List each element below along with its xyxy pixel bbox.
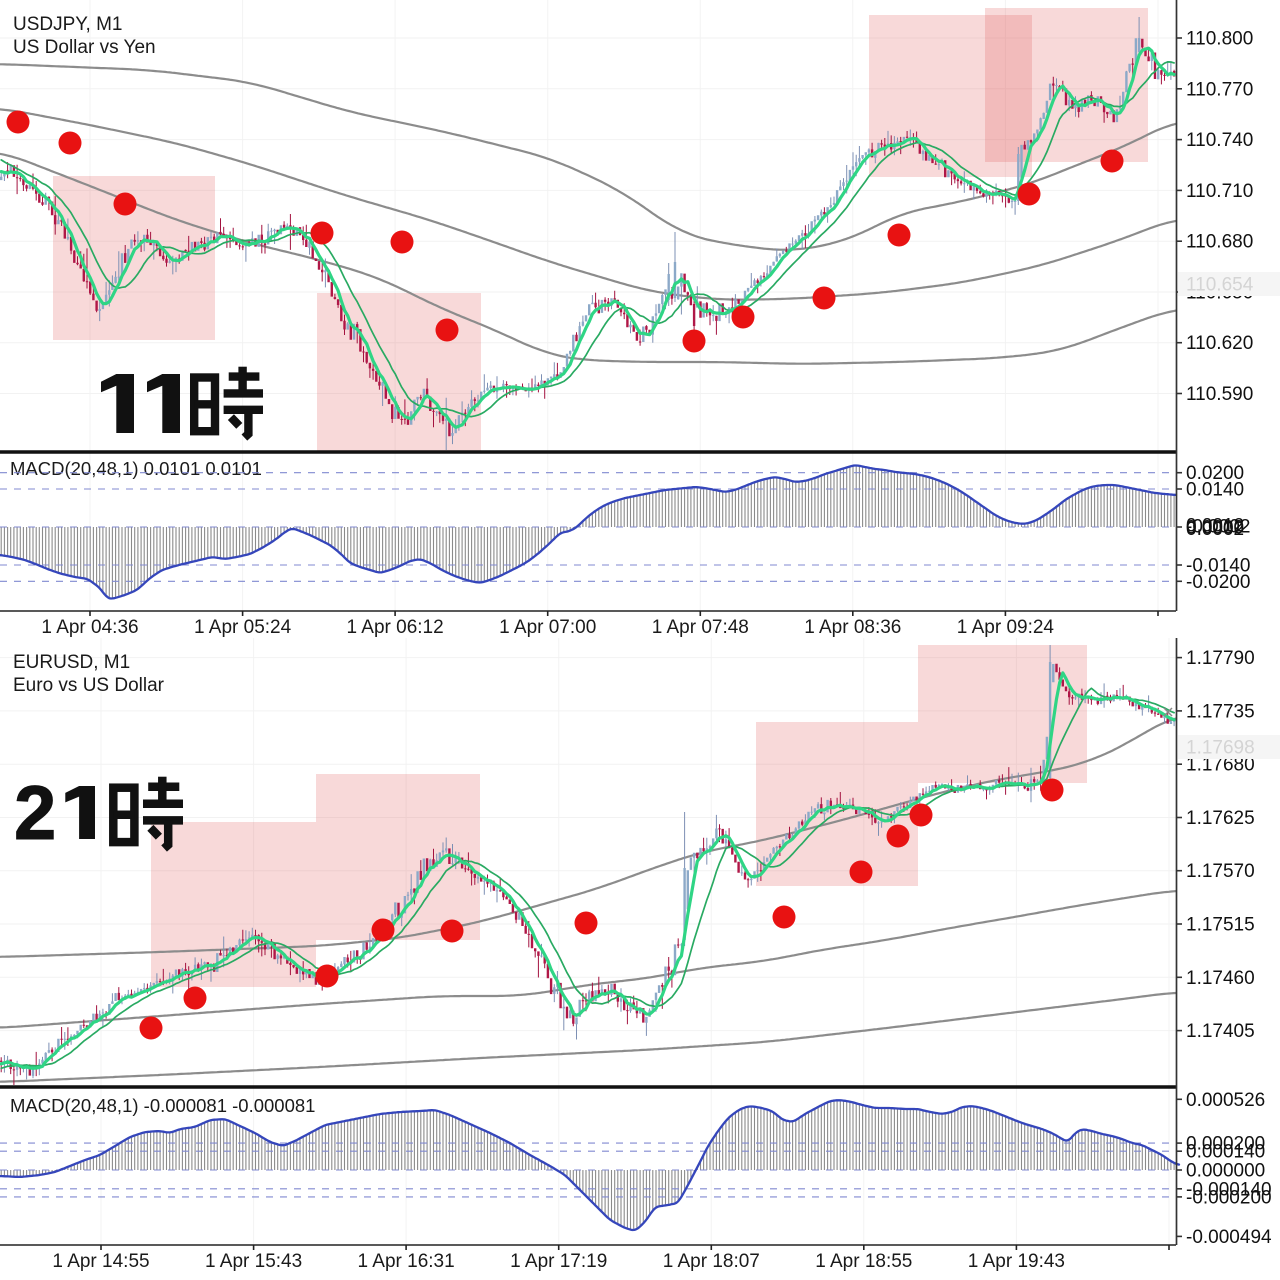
svg-text:MACD(20,48,1) 0.0101 0.0101: MACD(20,48,1) 0.0101 0.0101 — [10, 458, 262, 479]
svg-text:1 Apr 15:43: 1 Apr 15:43 — [205, 1251, 302, 1272]
svg-text:-0.0002: -0.0002 — [1186, 517, 1250, 538]
svg-text:0.0012: 0.0012 — [1186, 516, 1244, 537]
svg-text:1 Apr 05:24: 1 Apr 05:24 — [194, 617, 292, 638]
svg-text:1 Apr 14:55: 1 Apr 14:55 — [52, 1251, 149, 1272]
svg-text:0.0200: 0.0200 — [1186, 463, 1244, 484]
svg-text:0.0002: 0.0002 — [1186, 519, 1244, 540]
svg-text:EURUSD, M1: EURUSD, M1 — [13, 652, 130, 673]
svg-text:1.17735: 1.17735 — [1186, 701, 1255, 722]
svg-text:USDJPY, M1: USDJPY, M1 — [13, 14, 122, 35]
svg-text:1.17680: 1.17680 — [1186, 755, 1255, 776]
svg-text:110.800: 110.800 — [1186, 29, 1253, 50]
svg-text:0.0140: 0.0140 — [1186, 480, 1244, 501]
svg-text:Euro vs US Dollar: Euro vs US Dollar — [13, 675, 165, 696]
svg-text:0.000526: 0.000526 — [1186, 1090, 1265, 1111]
svg-text:110.710: 110.710 — [1186, 181, 1253, 202]
svg-text:2: 2 — [14, 771, 56, 856]
svg-text:1 Apr 18:07: 1 Apr 18:07 — [663, 1251, 760, 1272]
svg-text:1 Apr 07:00: 1 Apr 07:00 — [499, 617, 596, 638]
svg-text:1.17790: 1.17790 — [1186, 648, 1255, 669]
svg-text:0.0000: 0.0000 — [1186, 518, 1244, 539]
svg-text:110.620: 110.620 — [1186, 333, 1253, 354]
svg-text:US Dollar vs Yen: US Dollar vs Yen — [13, 37, 156, 58]
svg-text:1.17460: 1.17460 — [1186, 968, 1255, 989]
svg-text:110.590: 110.590 — [1186, 384, 1253, 405]
svg-text:1.17570: 1.17570 — [1186, 861, 1255, 882]
svg-text:1 Apr 07:48: 1 Apr 07:48 — [652, 617, 749, 638]
svg-text:1.17515: 1.17515 — [1186, 915, 1255, 936]
svg-text:1.17405: 1.17405 — [1186, 1021, 1255, 1042]
svg-text:110.680: 110.680 — [1186, 232, 1253, 253]
svg-text:110.654: 110.654 — [1186, 275, 1254, 296]
svg-text:0.000000: 0.000000 — [1186, 1161, 1265, 1182]
svg-text:MACD(20,48,1) -0.000081 -0.000: MACD(20,48,1) -0.000081 -0.000081 — [10, 1095, 315, 1116]
svg-text:1 Apr 18:55: 1 Apr 18:55 — [815, 1251, 912, 1272]
svg-text:1 Apr 19:43: 1 Apr 19:43 — [968, 1251, 1065, 1272]
svg-text:1.17625: 1.17625 — [1186, 808, 1255, 829]
svg-text:-0.0140: -0.0140 — [1186, 556, 1250, 577]
svg-text:1 Apr 09:24: 1 Apr 09:24 — [957, 617, 1055, 638]
svg-text:1.17698: 1.17698 — [1186, 738, 1255, 759]
svg-text:110.740: 110.740 — [1186, 130, 1253, 151]
svg-text:-0.000494: -0.000494 — [1186, 1227, 1272, 1248]
svg-text:-0.000140: -0.000140 — [1186, 1179, 1272, 1200]
svg-text:1 Apr 08:36: 1 Apr 08:36 — [804, 617, 901, 638]
svg-text:0.000140: 0.000140 — [1186, 1142, 1265, 1163]
svg-text:1 Apr 06:12: 1 Apr 06:12 — [346, 617, 443, 638]
svg-text:0.000200: 0.000200 — [1186, 1134, 1265, 1155]
svg-text:-0.0200: -0.0200 — [1186, 572, 1250, 593]
svg-text:-0.000200: -0.000200 — [1186, 1187, 1272, 1208]
svg-text:1 Apr 04:36: 1 Apr 04:36 — [41, 617, 138, 638]
svg-text:1 Apr 17:19: 1 Apr 17:19 — [510, 1251, 607, 1272]
svg-text:110.770: 110.770 — [1186, 79, 1253, 100]
svg-text:1 Apr 16:31: 1 Apr 16:31 — [357, 1251, 454, 1272]
